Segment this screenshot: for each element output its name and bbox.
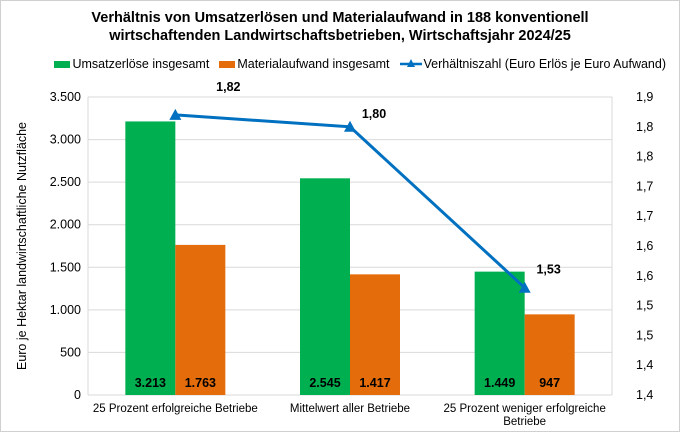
- y2-tick-label: 1,5: [636, 328, 653, 342]
- legend-label: Umsatzerlöse insgesamt: [72, 57, 210, 71]
- x-tick-label: Mittelwert aller Betriebe: [290, 403, 410, 415]
- bar-data-label: 3.213: [135, 376, 166, 390]
- y-tick-label: 1.500: [50, 260, 81, 274]
- bar-data-label: 1.449: [484, 376, 515, 390]
- bar-material: [175, 244, 226, 395]
- y-tick-label: 1.000: [50, 303, 81, 317]
- legend-item-umsatz: Umsatzerlöse insgesamt: [54, 57, 209, 71]
- legend-item-ratio: Verhältniszahl (Euro Erlös je Euro Aufwa…: [399, 57, 667, 71]
- y-axis-label: Euro je Hektar landwirtschaftliche Nutzf…: [15, 122, 29, 370]
- legend-label: Verhältniszahl (Euro Erlös je Euro Aufwa…: [423, 57, 667, 71]
- y2-tick-label: 1,9: [636, 90, 653, 104]
- y2-tick-label: 1,6: [636, 269, 653, 283]
- legend: Umsatzerlöse insgesamt Materialaufwand i…: [0, 57, 680, 71]
- bar-umsatz: [474, 271, 525, 395]
- bar-data-label: 1.417: [359, 376, 390, 390]
- y2-tick-label: 1,7: [636, 209, 653, 223]
- y-tick-label: 3.500: [50, 90, 81, 104]
- ratio-marker: [169, 108, 182, 120]
- legend-swatch-green: [54, 60, 71, 68]
- legend-label: Materialaufwand insgesamt: [237, 57, 390, 71]
- y2-tick-label: 1,8: [636, 120, 653, 134]
- legend-swatch-orange: [219, 60, 236, 68]
- y2-tick-label: 1,6: [636, 239, 653, 253]
- x-tick-label: 25 Prozent weniger erfolgreiche: [443, 403, 605, 415]
- y2-tick-label: 1,4: [636, 388, 653, 402]
- y2-tick-label: 1,7: [636, 179, 653, 193]
- bar-data-label: 947: [539, 376, 560, 390]
- chart-title-line-2: wirtschaftenden Landwirtschaftsbetrieben…: [109, 28, 571, 44]
- ratio-data-label: 1,80: [362, 107, 386, 121]
- bar-material: [350, 274, 400, 395]
- y-tick-label: 3.000: [50, 133, 81, 147]
- ratio-marker: [518, 281, 531, 293]
- bar-umsatz: [125, 121, 176, 395]
- bar-material: [524, 314, 575, 395]
- ratio-marker: [344, 120, 356, 132]
- y2-tick-label: 1,8: [636, 150, 653, 164]
- y-tick-label: 2.000: [50, 218, 81, 232]
- y-tick-label: 2.500: [50, 175, 81, 189]
- x-tick-label: 25 Prozent erfolgreiche Betriebe: [93, 403, 258, 415]
- ratio-data-label: 1,53: [536, 263, 560, 277]
- bar-data-label: 2.545: [309, 376, 340, 390]
- legend-item-material: Materialaufwand insgesamt: [219, 57, 390, 71]
- y-tick-label: 500: [60, 345, 81, 359]
- x-tick-label: Betriebe: [503, 416, 546, 428]
- chart-title-line-1: Verhältnis von Umsatzerlösen und Materia…: [91, 10, 589, 26]
- y2-tick-label: 1,5: [636, 299, 653, 313]
- y-tick-label: 0: [74, 388, 81, 402]
- bar-umsatz: [300, 178, 350, 395]
- legend-line-triangle-icon: [399, 59, 422, 67]
- y2-tick-label: 1,4: [636, 358, 653, 372]
- ratio-data-label: 1,82: [216, 80, 240, 94]
- bar-data-label: 1.763: [185, 376, 216, 390]
